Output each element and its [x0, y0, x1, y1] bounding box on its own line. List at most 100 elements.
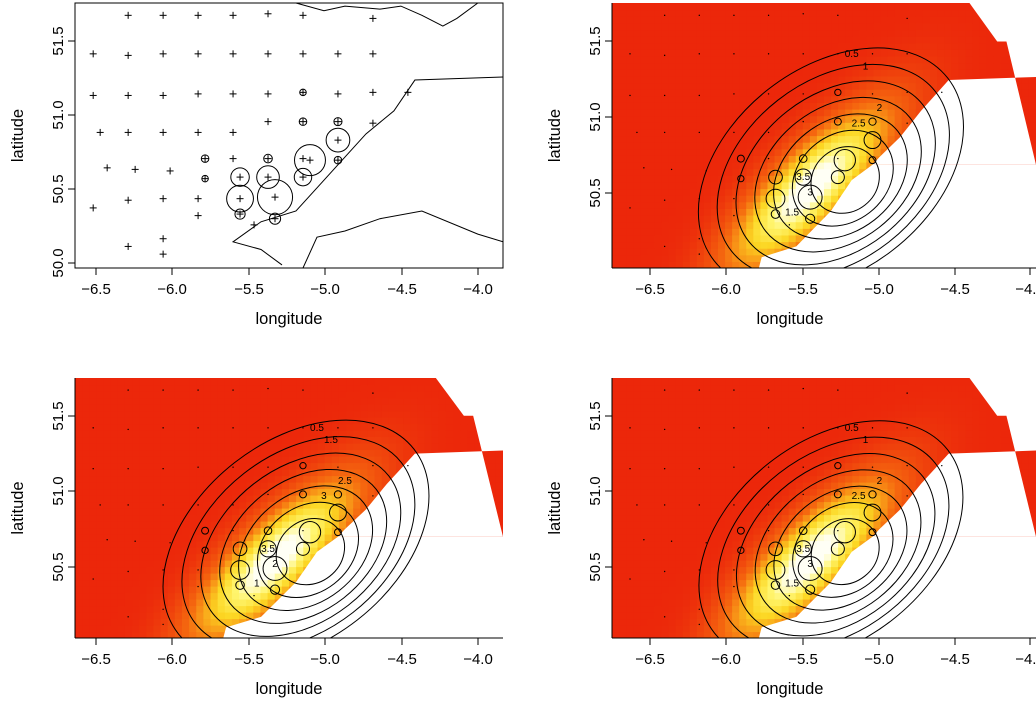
heat-cell [374, 430, 383, 438]
heat-cell [788, 9, 797, 17]
contour-label: 2.5 [852, 118, 866, 129]
heat-cell [381, 391, 390, 399]
heat-cell [732, 56, 740, 64]
data-point [201, 174, 209, 183]
data-point [229, 11, 237, 19]
heat-cell [424, 410, 433, 418]
heat-cell [930, 49, 938, 57]
heat-cell [689, 62, 698, 70]
heat-cell [753, 234, 761, 243]
heat-cell [82, 586, 90, 594]
heat-cell [346, 410, 354, 418]
heat-cell [753, 195, 761, 203]
heat-cell [640, 82, 648, 90]
heat-cell [725, 261, 733, 268]
contour-label: 1.5 [785, 208, 799, 219]
heat-cell [696, 241, 705, 249]
heat-cell [710, 36, 719, 44]
heat-cell [661, 3, 670, 11]
heat-cell [654, 241, 663, 249]
heat-cell [338, 482, 347, 490]
heat-cell [958, 49, 966, 57]
heat-cell [160, 605, 169, 613]
heat-cell [696, 75, 705, 84]
heat-cell [124, 579, 133, 587]
heat-cell [993, 49, 1002, 57]
heat-cell [89, 599, 97, 607]
heat-cell [859, 82, 867, 90]
heat-cell [661, 215, 670, 223]
heat-cell [880, 89, 889, 97]
heat-cell [174, 397, 183, 405]
heat-cell [824, 95, 832, 103]
heat-cell [139, 456, 147, 464]
heat-cell [668, 3, 677, 11]
data-point [159, 91, 167, 99]
heat-cell [802, 22, 811, 31]
heat-cell [310, 534, 319, 542]
heat-cell [795, 89, 804, 97]
heat-cell [640, 115, 648, 123]
heat-cell [1000, 62, 1009, 70]
heat-cell [732, 75, 740, 84]
heat-cell [167, 547, 176, 555]
heat-cell [396, 462, 404, 470]
heat-cell [682, 22, 691, 31]
heat-cell [103, 423, 112, 431]
heat-cell [908, 16, 917, 24]
heat-cell [260, 391, 269, 399]
data-point [333, 155, 343, 165]
heat-cell [689, 22, 698, 31]
heat-cell [139, 521, 147, 529]
heat-cell [781, 3, 790, 11]
heat-cell [75, 430, 83, 438]
heat-cell [809, 16, 818, 24]
heat-cell [612, 254, 620, 262]
heat-cell [887, 9, 896, 17]
heat-cell [795, 36, 804, 44]
heat-cell [774, 148, 783, 156]
heat-cell [110, 592, 119, 600]
data-point [230, 167, 250, 187]
heat-cell [781, 181, 790, 190]
heat-cell [153, 423, 162, 431]
heat-cell [153, 527, 162, 535]
heat-cell [96, 573, 105, 581]
heat-cell [217, 404, 226, 412]
heat-cell [746, 115, 754, 123]
heat-cell [696, 82, 705, 90]
heat-cell [739, 128, 747, 137]
heat-cell [626, 228, 634, 236]
heat-cell [922, 62, 931, 70]
heat-cell [239, 586, 247, 594]
heat-cell [424, 443, 433, 451]
heat-cell [612, 228, 620, 236]
heat-cell [117, 469, 126, 477]
heat-cell [710, 254, 719, 262]
heat-cell [661, 228, 670, 236]
heat-cell [410, 423, 418, 431]
heat-cell [873, 22, 882, 31]
heat-cell [303, 501, 311, 509]
heat-cell [317, 391, 326, 399]
heat-cell [296, 527, 304, 535]
heat-cell [403, 404, 411, 412]
heat-cell [922, 69, 931, 77]
heat-cell [633, 122, 641, 130]
heat-cell [1028, 102, 1036, 110]
heat-cell [640, 9, 648, 17]
heat-cell [760, 75, 769, 84]
heat-cell [732, 175, 740, 183]
heat-cell [838, 181, 846, 190]
heat-cell [324, 384, 333, 392]
data-point [194, 128, 202, 136]
heat-cell [96, 521, 105, 529]
heat-cell [873, 16, 882, 24]
heat-cell [203, 527, 212, 535]
heat-cell [117, 397, 126, 405]
heat-cell [203, 495, 212, 503]
heat-cell [160, 469, 169, 477]
heat-cell [746, 221, 754, 229]
heat-cell [338, 430, 347, 438]
heat-cell [167, 553, 176, 561]
